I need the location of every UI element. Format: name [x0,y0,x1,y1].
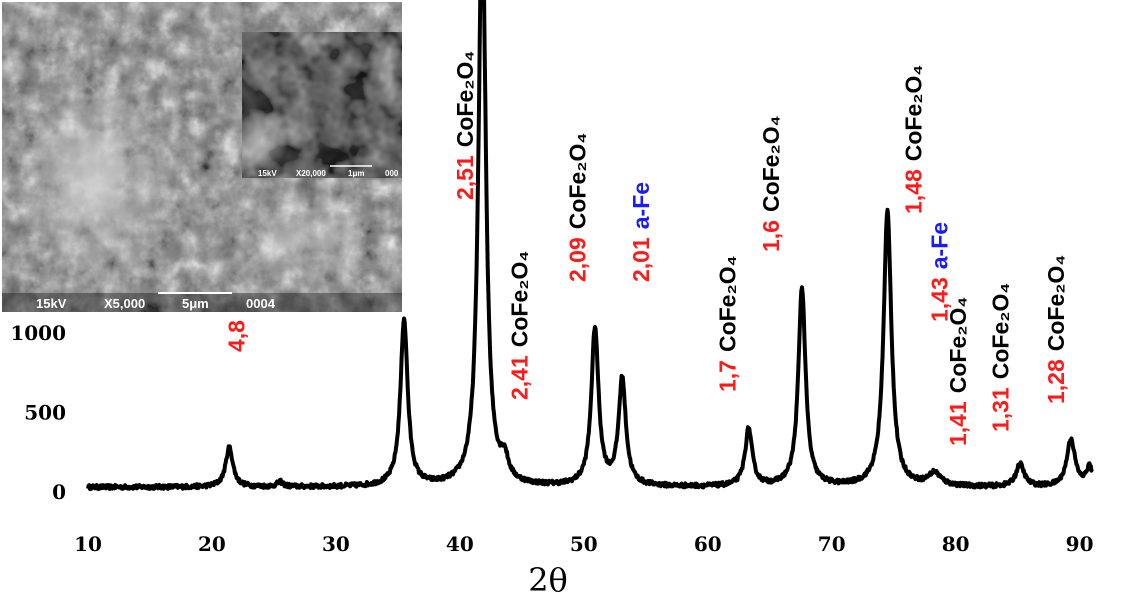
x-axis-label: 2θ [528,561,568,599]
sem-micrograph-inset: 15kV X20,000 1μm 000 [236,32,402,178]
sem-inset-id: 000 [385,169,399,178]
peak-d-spacing: 1,31 [987,387,1013,432]
peak-phase-label: CoFe₂O₄ [901,65,927,162]
peak-d-spacing: 4,8 [224,320,250,352]
peak-phase-label: a-Fe [927,222,953,269]
x-tick-label: 90 [1066,532,1094,556]
series-layer [86,0,1094,492]
sem-inset-kv: 15kV [258,169,277,178]
sem-main-id: 0004 [246,296,276,311]
peak-d-spacing: 2,09 [565,237,591,282]
peak-annotation: 1,7 CoFe₂O₄ [715,255,741,392]
peak-d-spacing: 2,01 [628,237,654,282]
peak-d-spacing: 1,48 [901,169,927,214]
x-tick-label: 10 [74,532,102,556]
y-tick-label: 1000 [10,321,66,345]
peak-annotation: 4,8 [224,320,250,352]
peak-phase-label: CoFe₂O₄ [715,255,741,352]
sem-inset-mag: X20,000 [296,169,326,178]
x-tick-label: 60 [694,532,722,556]
peak-phase-label: CoFe₂O₄ [945,297,971,394]
x-tick-label: 70 [818,532,846,556]
x-tick-label: 40 [446,532,474,556]
peak-phase-label: CoFe₂O₄ [506,251,532,348]
peak-phase-label: CoFe₂O₄ [1043,255,1069,352]
peak-phase-label: CoFe₂O₄ [452,51,478,148]
peak-annotation: 2,01 a-Fe [628,182,654,282]
peak-d-spacing: 1,7 [715,360,741,392]
annotation-layer: 4,8 2,51 CoFe₂O₄ 2,41 CoFe₂O₄ 2,09 CoFe₂O₄ 2,01… [224,51,1069,446]
x-tick-label: 50 [570,532,598,556]
xrd-series-line [86,0,1094,492]
peak-annotation: 1,28 CoFe₂O₄ [1043,255,1069,404]
peak-d-spacing: 2,41 [506,355,532,400]
axes: 1020304050607080900500100015002θ [10,242,1093,600]
peak-annotation: 1,48 CoFe₂O₄ [901,65,927,214]
peak-annotation: 1,6 CoFe₂O₄ [758,115,784,252]
peak-d-spacing: 1,41 [945,401,971,446]
y-tick-label: 500 [24,401,66,425]
peak-d-spacing: 1,28 [1043,359,1069,404]
sem-main-kv: 15kV [36,296,67,311]
sem-main-scale: 5μm [182,296,209,311]
sem-inset-scale: 1μm [348,169,364,178]
y-tick-label: 0 [52,480,66,504]
peak-d-spacing: 2,51 [452,155,478,200]
peak-annotation: 2,09 CoFe₂O₄ [565,133,591,282]
peak-annotation: 1,43 a-Fe [927,222,953,322]
sem-main-mag: X5,000 [104,296,145,311]
peak-phase-label: CoFe₂O₄ [758,115,784,212]
peak-phase-label: CoFe₂O₄ [987,283,1013,380]
peak-phase-label: a-Fe [628,182,654,229]
peak-phase-label: CoFe₂O₄ [565,133,591,230]
peak-d-spacing: 1,6 [758,220,784,252]
peak-annotation: 2,41 CoFe₂O₄ [506,251,532,400]
peak-d-spacing: 1,43 [927,277,953,322]
peak-annotation: 1,31 CoFe₂O₄ [987,283,1013,432]
peak-annotation: 2,51 CoFe₂O₄ [452,51,478,200]
x-tick-label: 20 [198,532,226,556]
peak-annotation: 1,41 CoFe₂O₄ [945,297,971,446]
x-tick-label: 30 [322,532,350,556]
x-tick-label: 80 [942,532,970,556]
